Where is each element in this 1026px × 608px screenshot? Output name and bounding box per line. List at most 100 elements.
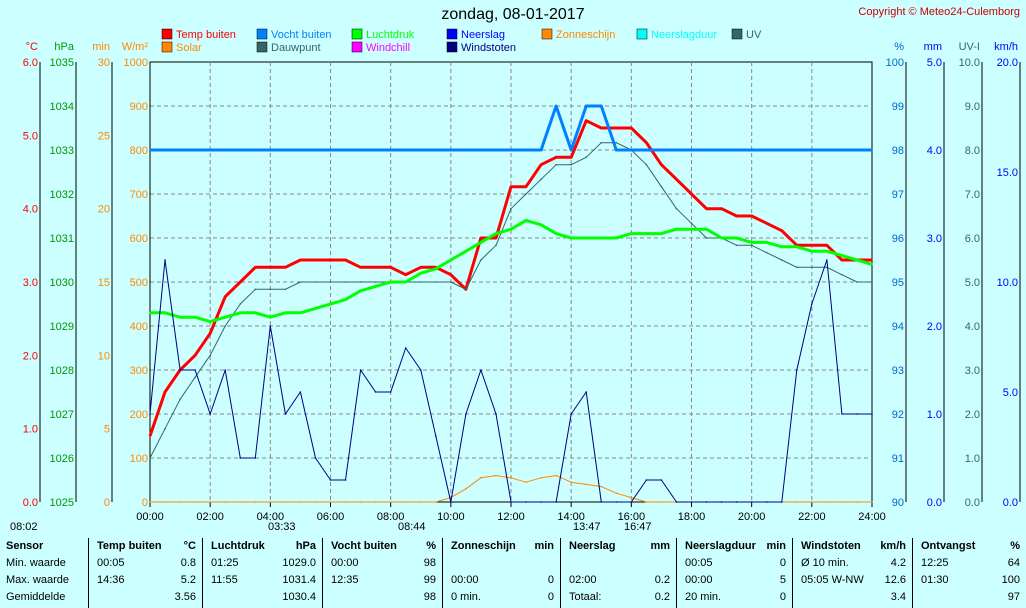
summary-cell: 1031.4: [282, 574, 316, 586]
point-windstoten: [645, 479, 648, 481]
summary-cell: Ø 10 min.: [801, 557, 849, 569]
point-luchtdruk: [600, 237, 603, 239]
point-temp-buiten: [841, 259, 843, 261]
point-temp-buiten: [690, 193, 693, 195]
summary-cell: 99: [423, 574, 436, 586]
summary-cell: hPa: [295, 540, 316, 552]
humidity-tick-label: 94: [892, 321, 904, 333]
point-windstoten: [660, 479, 663, 481]
point-dauwpunt: [254, 288, 257, 291]
point-luchtdruk: [284, 312, 287, 314]
summary-header: Temp buiten °C: [89, 538, 202, 555]
point-luchtdruk: [630, 232, 633, 235]
point-temp-buiten: [735, 215, 738, 217]
summary-cell: 0: [779, 557, 786, 569]
point-vocht-buiten: [450, 149, 452, 151]
point-windstoten: [465, 413, 467, 415]
legend-swatch-zonneschijn: [541, 28, 553, 40]
point-dauwpunt: [419, 281, 422, 283]
point-luchtdruk: [765, 241, 768, 244]
point-solar: [269, 501, 272, 503]
legend-swatch-temp-buiten: [161, 28, 173, 40]
summary-cell: %: [426, 540, 436, 552]
point-windstoten: [811, 303, 813, 305]
summary-cell: 98: [423, 557, 436, 569]
x-tick-label: 24:00: [858, 511, 886, 523]
point-windstoten: [585, 391, 588, 393]
point-temp-buiten: [645, 141, 648, 144]
point-temp-buiten: [705, 207, 708, 210]
point-windstoten: [780, 501, 783, 503]
point-temp-buiten: [314, 259, 317, 261]
chart-title: zondag, 08-01-2017: [441, 6, 585, 23]
point-windstoten: [720, 501, 723, 503]
point-vocht-buiten: [419, 149, 422, 151]
rain-tick-label: 2.0: [927, 321, 942, 333]
solar-tick-label: 1000: [124, 57, 148, 69]
point-temp-buiten: [555, 156, 557, 159]
summary-row: 01:25 1029.0: [203, 555, 322, 572]
summary-cell: Max. waarde: [6, 574, 69, 586]
point-vocht-buiten: [555, 105, 557, 107]
summary-column: Luchtdruk hPa 01:25 1029.0 11:55 1031.4 1030.4: [202, 538, 322, 608]
point-dauwpunt: [645, 163, 648, 166]
point-temp-buiten: [359, 266, 362, 269]
point-solar: [359, 501, 362, 503]
point-temp-buiten: [826, 244, 828, 247]
legend-swatch-vocht-buiten: [256, 28, 268, 40]
legend-swatch-solar: [161, 41, 173, 53]
summary-column: Ontvangst% 12:25 64 01:30 100 97: [912, 538, 1026, 608]
summary-table: Sensor Min. waarde Max. waarde Gemiddelde Te…: [0, 538, 1026, 608]
point-vocht-buiten: [224, 149, 227, 151]
summary-cell: 5: [779, 574, 786, 586]
summary-cell: Ontvangst: [921, 540, 976, 552]
solar-tick-label: 800: [130, 145, 148, 157]
summary-row: 20 min. 0: [677, 589, 792, 606]
point-temp-buiten: [811, 244, 813, 247]
summary-row: 02:00 0.2: [561, 572, 676, 589]
summary-cell: Sensor: [6, 540, 44, 552]
point-temp-buiten: [480, 237, 482, 239]
point-vocht-buiten: [856, 149, 858, 151]
point-temp-buiten: [194, 354, 196, 357]
solar-tick-label: 0: [142, 497, 148, 509]
point-vocht-buiten: [735, 149, 738, 151]
summary-row: 3.4: [793, 589, 912, 606]
summary-cell: 0: [547, 591, 554, 603]
point-dauwpunt: [224, 325, 227, 327]
uv-tick-label: 7.0: [965, 189, 980, 201]
humidity-axis-unit: %: [894, 41, 904, 53]
point-solar: [254, 501, 257, 503]
summary-row: 3.56: [89, 589, 202, 606]
point-windstoten: [525, 501, 527, 503]
point-windstoten: [329, 479, 332, 481]
summary-cell: Zonneschijn: [451, 540, 516, 552]
point-temp-buiten: [750, 215, 753, 217]
uv-tick-label: 2.0: [965, 409, 980, 421]
pressure-tick-label: 1026: [50, 453, 74, 465]
point-luchtdruk: [645, 232, 648, 235]
legend-swatch-neerslagduur: [636, 28, 648, 40]
summary-row: Ø 10 min. 4.2: [793, 555, 912, 572]
summary-row: 00:00 98: [323, 555, 442, 572]
legend-label-solar: Solar: [176, 42, 202, 54]
point-vocht-buiten: [645, 149, 648, 151]
solar-tick-label: 100: [130, 453, 148, 465]
point-vocht-buiten: [359, 149, 362, 151]
point-windstoten: [450, 501, 452, 503]
point-solar: [434, 501, 437, 503]
point-luchtdruk: [615, 237, 618, 239]
summary-cell: 05:05 W-NW: [801, 574, 864, 586]
point-temp-buiten: [344, 259, 347, 261]
point-windstoten: [209, 413, 211, 415]
legend-swatch-uv: [731, 28, 743, 40]
pressure-tick-label: 1034: [50, 101, 74, 113]
summary-column: Neerslag mm 02:00 0.2 Totaal: 0.2: [560, 538, 676, 608]
point-windstoten: [615, 501, 618, 503]
point-solar: [630, 496, 633, 499]
summary-column: Neerslagduur min 00:05 0 00:00 5 20 min. 0: [676, 538, 792, 608]
point-luchtdruk: [419, 272, 422, 275]
point-vocht-buiten: [630, 149, 633, 151]
point-windstoten: [690, 501, 693, 503]
point-vocht-buiten: [404, 149, 407, 151]
